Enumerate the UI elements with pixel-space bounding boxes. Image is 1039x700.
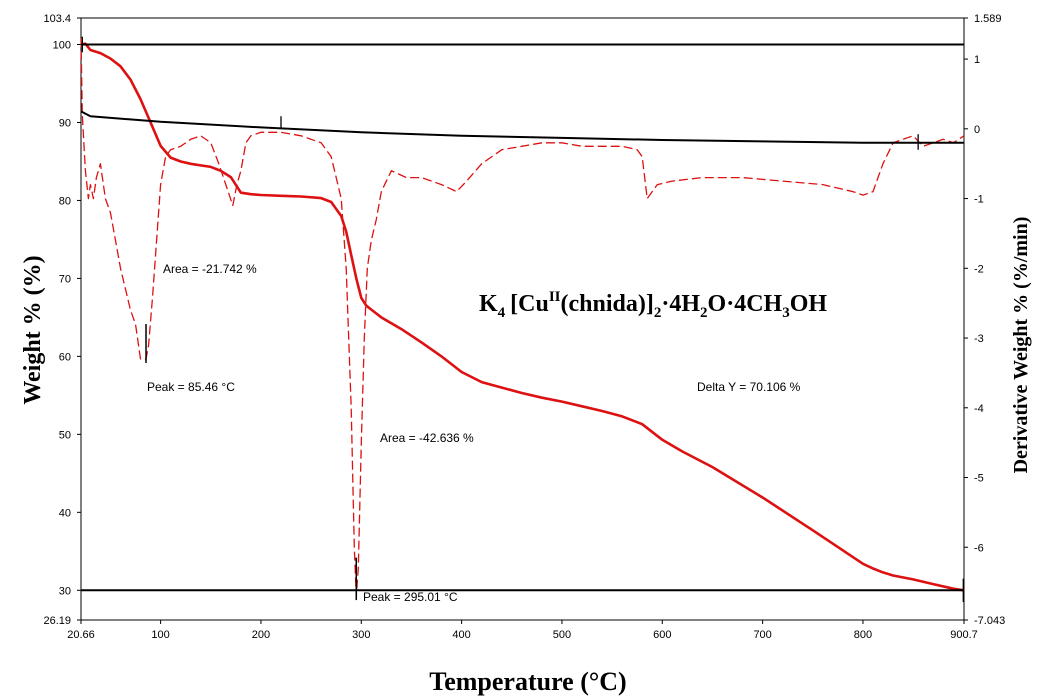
x-tick-label: 800 bbox=[854, 629, 872, 641]
y-tick-label: 30 bbox=[59, 585, 71, 597]
y-tick-label: 80 bbox=[59, 195, 71, 207]
y-tick-label: 103.4 bbox=[43, 13, 71, 25]
y2-tick-label: 1 bbox=[974, 54, 980, 66]
formula-part: OH bbox=[790, 291, 828, 317]
annotation-peak-2: Peak = 295.01 °C bbox=[363, 590, 458, 604]
formula-part: [Cu bbox=[510, 291, 549, 317]
formula-part: ·4H bbox=[661, 291, 700, 317]
bottom-axis-ticks: 20.66 100 200 300 400 500 600 700 800 900.7 bbox=[67, 620, 978, 641]
plot-border bbox=[80, 17, 965, 621]
formula-sub: 4 bbox=[498, 305, 506, 321]
x-tick-label: 100 bbox=[151, 629, 169, 641]
formula-sup: II bbox=[549, 289, 561, 305]
marker-layer bbox=[81, 36, 964, 602]
formula-sub: 2 bbox=[654, 305, 662, 321]
y2-tick-label: 1.589 bbox=[974, 13, 1002, 25]
annotation-peak-1: Peak = 85.46 °C bbox=[147, 380, 235, 394]
y-tick-label: 50 bbox=[59, 429, 71, 441]
y-tick-label: 100 bbox=[53, 40, 71, 52]
y-axis-label: Weight % (%) bbox=[20, 255, 46, 404]
x-tick-label: 900.7 bbox=[950, 629, 978, 641]
compound-formula: K4 [CuII(chnida)]2·4H2O·4CH3OH bbox=[479, 289, 827, 321]
y2-tick-label: -2 bbox=[974, 263, 984, 275]
formula-sub: 2 bbox=[700, 305, 708, 321]
x-tick-label: 500 bbox=[553, 629, 571, 641]
y2-tick-label: -5 bbox=[974, 473, 984, 485]
series-layer bbox=[80, 38, 965, 597]
formula-part: (chnida)] bbox=[561, 291, 654, 317]
formula-part: O·4CH bbox=[708, 291, 783, 317]
y-tick-label: 60 bbox=[59, 351, 71, 363]
left-axis-ticks: 103.4 100 90 80 70 60 50 40 30 26.19 bbox=[43, 13, 81, 627]
y2-tick-label: 0 bbox=[974, 124, 980, 136]
x-tick-label: 700 bbox=[753, 629, 771, 641]
annotation-delta-y: Delta Y = 70.106 % bbox=[697, 380, 801, 394]
y2-tick-label: -1 bbox=[974, 194, 984, 206]
series-derivative-4 bbox=[80, 110, 964, 144]
y-tick-label: 40 bbox=[59, 507, 71, 519]
y2-tick-label: -6 bbox=[974, 542, 984, 554]
x-tick-label: 600 bbox=[653, 629, 671, 641]
right-axis-ticks: 1.589 1 0 -1 -2 -3 -4 -5 -6 -7.043 bbox=[964, 13, 1005, 627]
y-tick-label: 70 bbox=[59, 273, 71, 285]
y2-tick-label: -7.043 bbox=[974, 615, 1005, 627]
formula-part: K bbox=[479, 291, 498, 317]
y2-tick-label: -3 bbox=[974, 333, 984, 345]
y-tick-label: 90 bbox=[59, 117, 71, 129]
series-derivative-1 bbox=[80, 38, 965, 597]
annotation-area-1: Area = -21.742 % bbox=[163, 262, 257, 276]
x-tick-label: 200 bbox=[252, 629, 270, 641]
y2-axis-label: Derivative Weight % (%/min) bbox=[1010, 217, 1032, 474]
series-weight-0 bbox=[80, 42, 965, 592]
x-tick-label: 300 bbox=[352, 629, 370, 641]
y-tick-label: 26.19 bbox=[43, 615, 71, 627]
x-tick-label: 400 bbox=[452, 629, 470, 641]
formula-sub: 3 bbox=[782, 305, 790, 321]
x-axis-label: Temperature (°C) bbox=[429, 667, 626, 696]
y2-tick-label: -4 bbox=[974, 403, 984, 415]
annotation-area-2: Area = -42.636 % bbox=[380, 431, 474, 445]
plot-frame bbox=[80, 17, 965, 621]
x-tick-label: 20.66 bbox=[67, 629, 95, 641]
